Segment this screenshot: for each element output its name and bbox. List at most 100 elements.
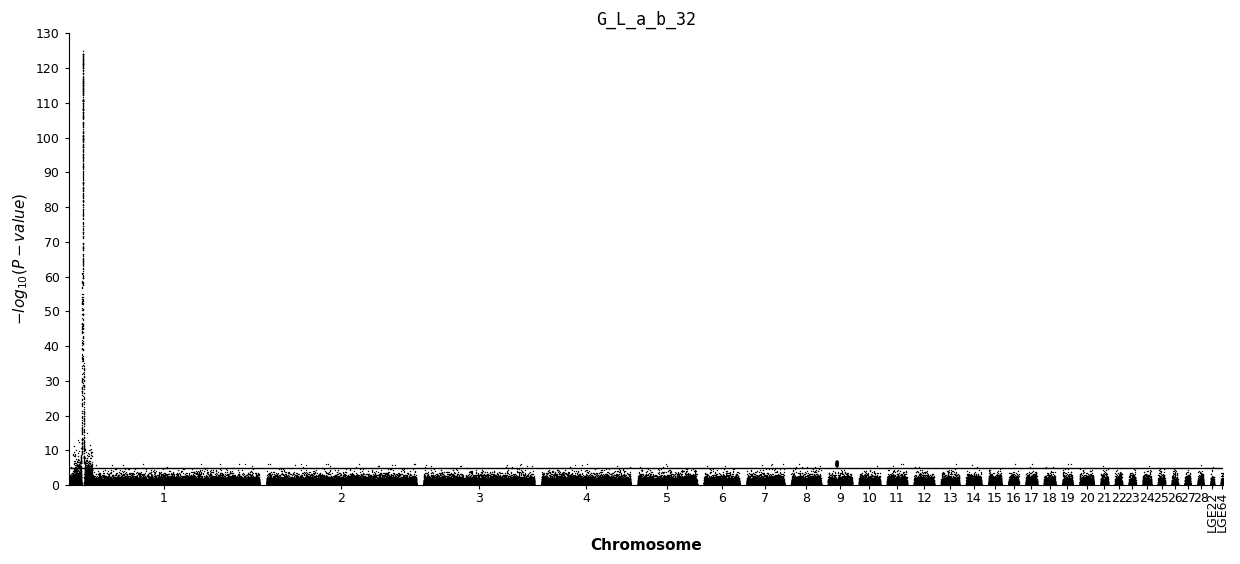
Point bbox=[133, 478, 153, 487]
Point bbox=[97, 479, 117, 488]
Point bbox=[157, 478, 177, 487]
Point bbox=[786, 477, 806, 486]
Point bbox=[935, 478, 955, 487]
Point bbox=[164, 479, 184, 488]
Point bbox=[835, 480, 854, 489]
Point bbox=[432, 479, 451, 488]
Point bbox=[299, 479, 319, 488]
Point bbox=[63, 466, 83, 475]
Point bbox=[84, 479, 104, 488]
Point bbox=[181, 481, 201, 490]
Point bbox=[386, 481, 405, 490]
Point bbox=[365, 477, 384, 486]
Point bbox=[295, 480, 315, 489]
Point bbox=[350, 479, 370, 488]
Point bbox=[1138, 474, 1158, 483]
Point bbox=[701, 474, 720, 483]
Point bbox=[957, 477, 977, 486]
Point bbox=[582, 480, 601, 489]
Point bbox=[231, 478, 250, 487]
Point bbox=[94, 480, 114, 489]
Point bbox=[300, 479, 320, 488]
Point bbox=[438, 480, 458, 489]
Point bbox=[559, 476, 579, 485]
Point bbox=[559, 479, 579, 488]
Point bbox=[666, 474, 686, 483]
Point bbox=[539, 480, 559, 489]
Point bbox=[587, 478, 606, 487]
Point bbox=[1096, 481, 1116, 490]
Point bbox=[448, 478, 467, 487]
Point bbox=[677, 479, 697, 488]
Point bbox=[503, 478, 523, 487]
Point bbox=[477, 478, 497, 487]
Point bbox=[356, 480, 376, 489]
Point bbox=[372, 472, 392, 481]
Point bbox=[482, 479, 502, 488]
Point bbox=[632, 479, 652, 488]
Point bbox=[888, 476, 908, 485]
Point bbox=[573, 479, 593, 488]
Point bbox=[682, 480, 702, 489]
Point bbox=[1180, 470, 1200, 479]
Point bbox=[708, 480, 728, 489]
Point bbox=[702, 479, 722, 488]
Point bbox=[766, 480, 786, 489]
Point bbox=[1019, 479, 1039, 488]
Point bbox=[381, 474, 401, 483]
Point bbox=[572, 477, 591, 486]
Point bbox=[921, 479, 941, 488]
Point bbox=[1045, 477, 1065, 486]
Point bbox=[1189, 479, 1209, 488]
Point bbox=[713, 479, 733, 488]
Point bbox=[166, 477, 186, 486]
Point bbox=[837, 480, 857, 489]
Point bbox=[833, 480, 853, 489]
Point bbox=[311, 475, 331, 484]
Point bbox=[396, 480, 415, 489]
Point bbox=[403, 479, 423, 488]
Point bbox=[1060, 472, 1080, 481]
Point bbox=[1038, 481, 1058, 490]
Point bbox=[863, 479, 883, 488]
Point bbox=[61, 479, 81, 488]
Point bbox=[89, 472, 109, 481]
Point bbox=[495, 479, 515, 488]
Point bbox=[1002, 480, 1022, 489]
Point bbox=[373, 480, 393, 489]
Point bbox=[346, 475, 366, 484]
Point bbox=[295, 479, 315, 488]
Point bbox=[422, 476, 441, 485]
Point bbox=[616, 480, 636, 489]
Point bbox=[343, 480, 363, 489]
Point bbox=[563, 480, 583, 489]
Point bbox=[273, 479, 293, 488]
Point bbox=[398, 481, 418, 490]
Point bbox=[67, 481, 87, 490]
Point bbox=[136, 479, 156, 488]
Point bbox=[676, 479, 696, 488]
Point bbox=[559, 473, 579, 482]
Point bbox=[878, 469, 898, 478]
Point bbox=[538, 478, 558, 487]
Point bbox=[391, 476, 410, 485]
Point bbox=[801, 481, 821, 490]
Point bbox=[629, 475, 649, 484]
Point bbox=[784, 481, 804, 490]
Point bbox=[520, 479, 539, 488]
Point bbox=[525, 476, 544, 485]
Point bbox=[498, 481, 518, 490]
Point bbox=[739, 481, 759, 490]
Point bbox=[140, 478, 160, 487]
Point bbox=[149, 479, 169, 488]
Point bbox=[422, 478, 441, 487]
Point bbox=[1038, 476, 1058, 485]
Point bbox=[110, 476, 130, 485]
Point bbox=[577, 481, 596, 490]
Point bbox=[684, 477, 704, 486]
Point bbox=[368, 481, 388, 490]
Point bbox=[539, 481, 559, 490]
Point bbox=[475, 479, 495, 488]
Point bbox=[563, 476, 583, 485]
Point bbox=[226, 479, 246, 488]
